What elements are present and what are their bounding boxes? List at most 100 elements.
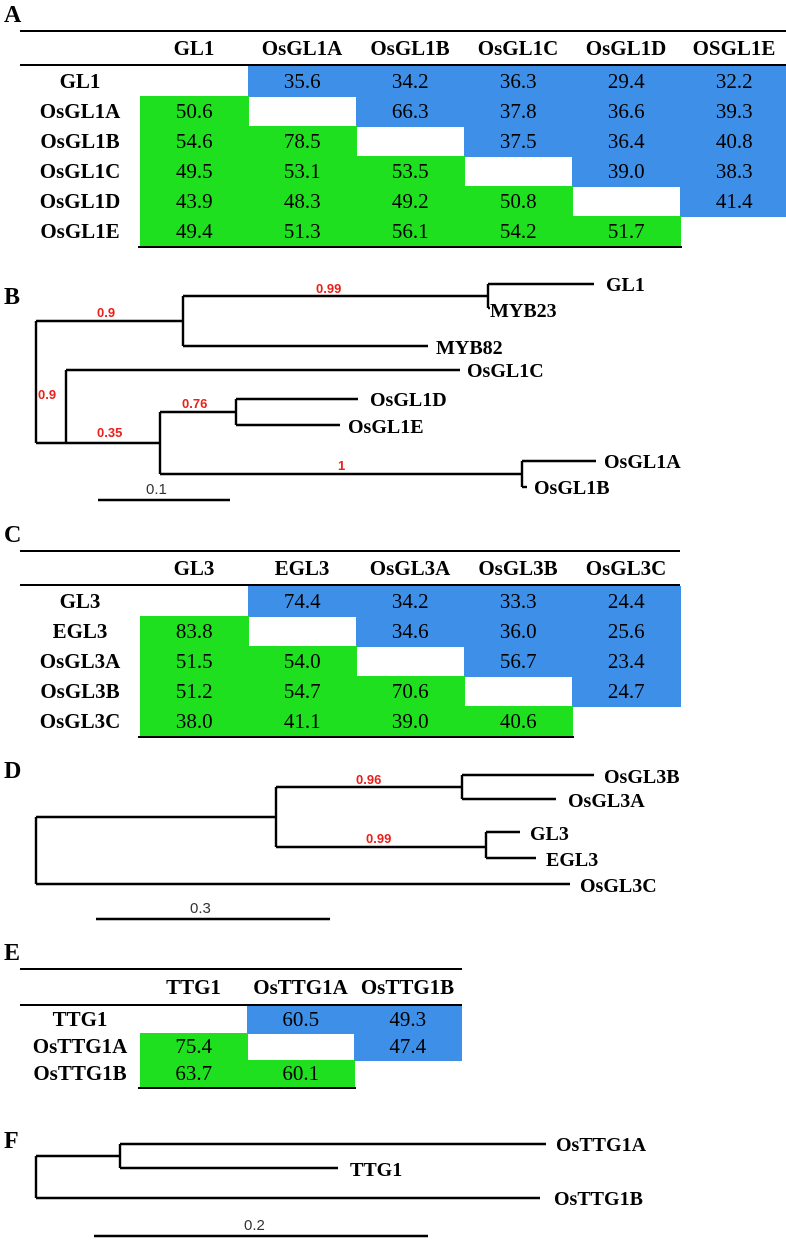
support-value: 0.99 (316, 281, 341, 296)
similarity-cell: 75.4 (140, 1033, 248, 1061)
similarity-cell: 51.3 (248, 216, 357, 247)
table-bottom-rule (138, 1087, 356, 1089)
identity-cell: 41.4 (680, 186, 786, 217)
similarity-cell: 41.1 (248, 706, 357, 737)
row-label: OsGL3C (39, 708, 121, 733)
similarity-cell: 39.0 (356, 706, 465, 737)
table-header-rule (20, 1004, 462, 1006)
similarity-cell: 51.2 (140, 676, 249, 707)
scale-label: 0.1 (146, 481, 167, 498)
similarity-cell: 70.6 (356, 676, 465, 707)
diagonal-cell (464, 676, 573, 707)
row-label: OsGL3A (39, 648, 121, 673)
table-bottom-rule (138, 736, 574, 738)
table-bottom-rule (138, 246, 682, 248)
identity-cell: 33.3 (464, 586, 573, 617)
leaf-label: GL3 (530, 823, 569, 845)
diagonal-cell (354, 1060, 462, 1088)
similarity-cell: 38.0 (140, 706, 249, 737)
similarity-cell: 50.6 (140, 96, 249, 127)
leaf-label: OsGL3C (580, 875, 657, 897)
row-label: GL1 (59, 68, 101, 93)
identity-cell: 37.5 (464, 126, 573, 157)
leaf-label: OsTTG1A (556, 1134, 647, 1156)
similarity-cell: 54.7 (248, 676, 357, 707)
column-header: EGL3 (274, 555, 330, 580)
leaf-label: MYB23 (490, 300, 557, 322)
panel-e-letter: E (4, 940, 21, 966)
panel-d-letter: D (4, 758, 22, 784)
diagonal-cell (140, 66, 249, 97)
scale-label: 0.3 (190, 900, 211, 917)
identity-cell: 35.6 (248, 66, 357, 97)
identity-cell: 56.7 (464, 646, 573, 677)
identity-cell: 36.4 (572, 126, 681, 157)
column-header: OsGL3C (585, 555, 667, 580)
identity-table-gl3: GL3 EGL3 OsGL3A OsGL3B OsGL3C GL3 74.4 34.2 33.3… (20, 550, 681, 738)
similarity-cell: 53.5 (356, 156, 465, 187)
row-label: TTG1 (52, 1007, 108, 1031)
similarity-cell: 54.0 (248, 646, 357, 677)
diagonal-cell (356, 646, 465, 677)
diagonal-cell (572, 186, 681, 217)
identity-cell: 40.8 (680, 126, 786, 157)
support-value: 0.9 (38, 387, 56, 402)
column-header: OsGL3A (369, 555, 451, 580)
panel-a-letter: A (4, 2, 22, 28)
leaf-label: OsGL1A (604, 451, 681, 473)
diagonal-cell (140, 586, 249, 617)
similarity-cell: 56.1 (356, 216, 465, 247)
row-label: OsGL1E (40, 218, 120, 243)
support-value: 0.35 (97, 425, 122, 440)
row-label: OsTTG1B (33, 1061, 127, 1085)
table-top-rule (20, 30, 786, 32)
row-label: EGL3 (52, 618, 108, 643)
identity-cell: 39.0 (572, 156, 681, 187)
identity-cell: 38.3 (680, 156, 786, 187)
support-value: 0.76 (182, 396, 207, 411)
similarity-cell: 60.1 (247, 1060, 355, 1088)
column-header: GL1 (173, 35, 215, 60)
panel-c-letter: C (4, 522, 22, 548)
table-top-rule (20, 550, 680, 552)
table-header-rule (20, 584, 680, 586)
identity-cell: 66.3 (356, 96, 465, 127)
identity-cell: 39.3 (680, 96, 786, 127)
support-value: 0.99 (366, 831, 391, 846)
row-label: OsTTG1A (32, 1034, 128, 1058)
row-label: OsGL1D (39, 188, 121, 213)
similarity-cell: 43.9 (140, 186, 249, 217)
leaf-label: TTG1 (350, 1159, 402, 1181)
diagonal-cell (572, 706, 681, 737)
column-header: OsGL1A (261, 35, 343, 60)
identity-cell: 34.6 (356, 616, 465, 647)
similarity-cell: 63.7 (140, 1060, 248, 1088)
identity-cell: 47.4 (354, 1033, 462, 1061)
similarity-cell: 49.2 (356, 186, 465, 217)
column-header: OsGL3B (478, 555, 558, 580)
scale-label: 0.2 (244, 1217, 265, 1234)
similarity-cell: 50.8 (464, 186, 573, 217)
similarity-cell: 54.6 (140, 126, 249, 157)
identity-cell: 36.0 (464, 616, 573, 647)
column-header: OSGL1E (692, 35, 776, 60)
leaf-label: MYB82 (436, 337, 503, 359)
similarity-cell: 40.6 (464, 706, 573, 737)
identity-table-ttg1: TTG1 OsTTG1A OsTTG1B TTG1 60.5 49.3 OsTTG1A 75.… (20, 968, 470, 1089)
diagonal-cell (248, 616, 357, 647)
leaf-label: GL1 (606, 274, 645, 296)
leaf-label: EGL3 (546, 849, 598, 871)
identity-cell: 74.4 (248, 586, 357, 617)
similarity-cell: 51.5 (140, 646, 249, 677)
support-value: 0.9 (97, 305, 115, 320)
row-label: OsGL1B (40, 128, 120, 153)
similarity-cell: 49.4 (140, 216, 249, 247)
row-label: GL3 (59, 588, 101, 613)
phylogenetic-tree-gl3: OsGL3B OsGL3A GL3 EGL3 OsGL3C 0.96 0.99 … (34, 766, 680, 921)
identity-cell: 49.3 (354, 1006, 462, 1034)
similarity-cell: 49.5 (140, 156, 249, 187)
similarity-cell: 51.7 (572, 216, 681, 247)
leaf-label: OsGL1D (370, 389, 447, 411)
identity-cell: 32.2 (680, 66, 786, 97)
row-label: OsGL1C (39, 158, 121, 183)
